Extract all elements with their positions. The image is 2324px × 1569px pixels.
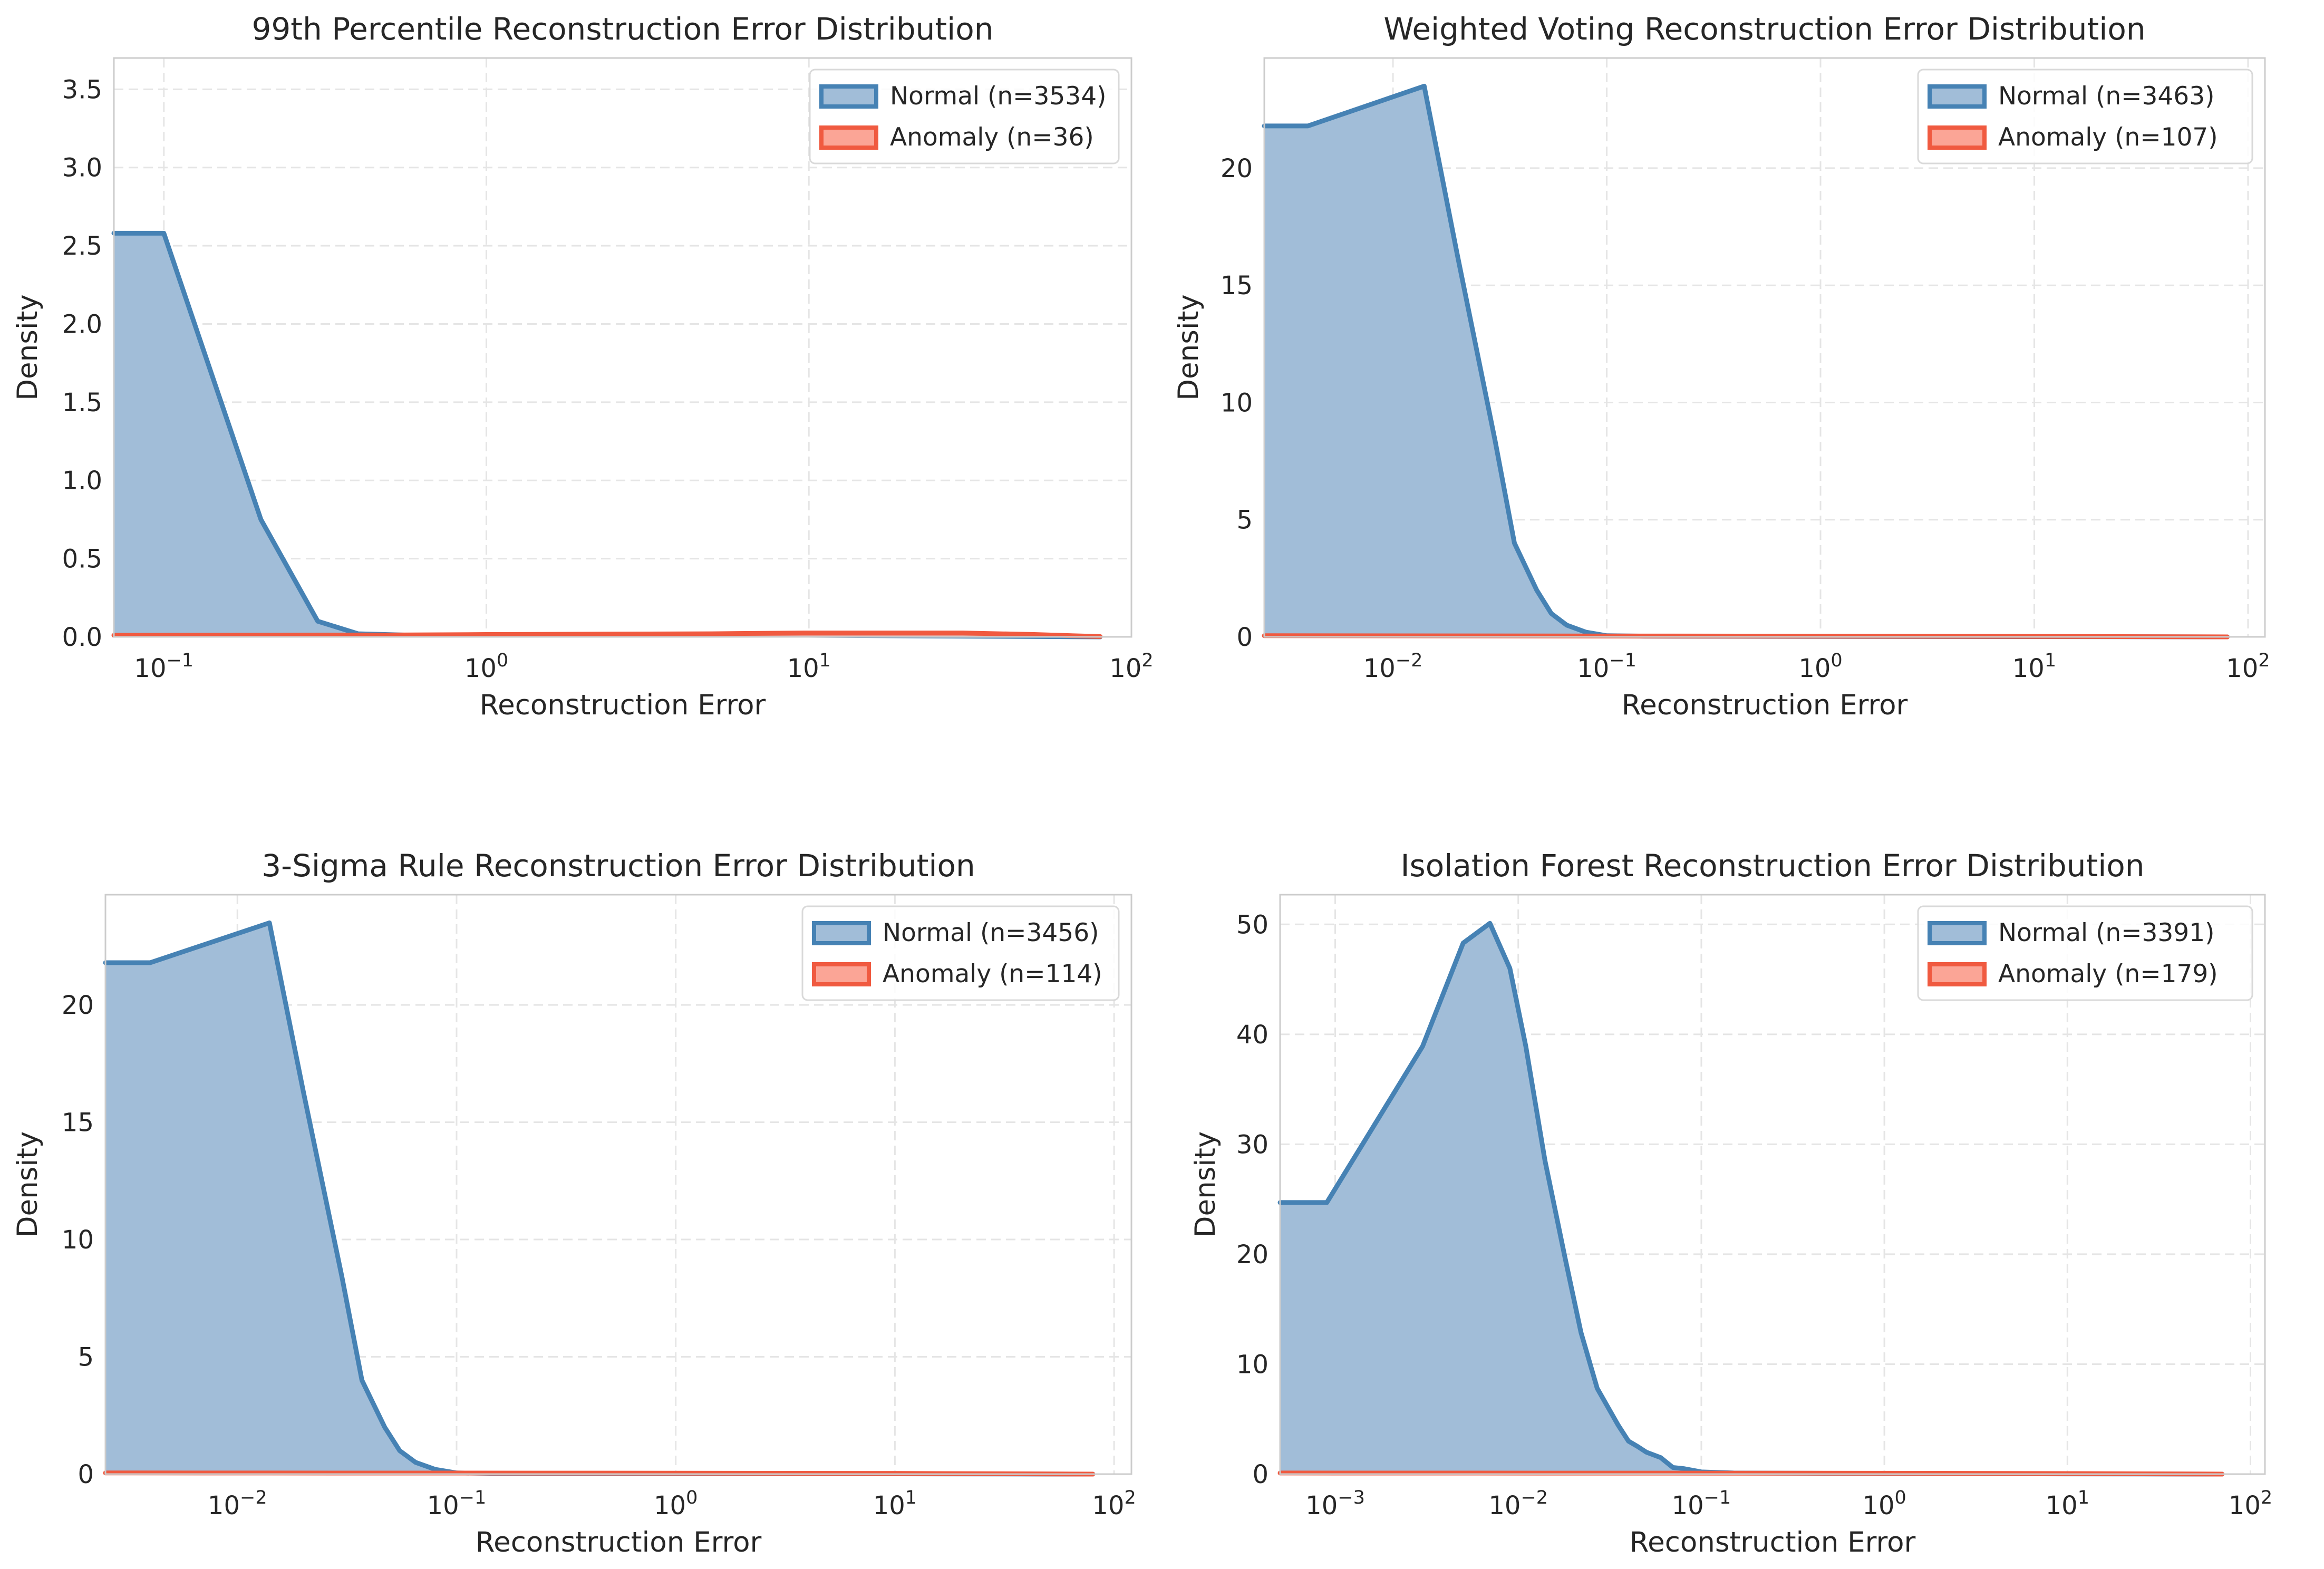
legend-swatch-normal: [1928, 84, 1987, 109]
chart-title: Isolation Forest Reconstruction Error Di…: [1400, 848, 2144, 884]
y-tick-label: 1.0: [62, 466, 102, 496]
chart-panel-3: 10−2 10−1 100 101 102 0 5 10 15 20 3-Sigma Rule Re…: [12, 848, 1136, 1558]
x-tick-label: 10−1: [1577, 650, 1637, 683]
y-axis-label: Density: [1189, 1131, 1222, 1238]
x-axis-label: Reconstruction Error: [1630, 1526, 1916, 1558]
chart-panel-1: 10−1 100 101 102 0.0 0.5 1.0 1.5 2.0 2.5 3.0 3.5 99t…: [12, 11, 1154, 721]
axes-frame: [104, 894, 1132, 1475]
y-tick-label: 0: [1252, 1460, 1268, 1489]
chart-title: Weighted Voting Reconstruction Error Dis…: [1383, 11, 2145, 47]
y-tick-label: 10: [1221, 388, 1253, 418]
legend-label-normal: Normal (n=3463): [1998, 82, 2214, 111]
y-tick-label: 0: [78, 1460, 94, 1489]
legend-label-normal: Normal (n=3534): [890, 82, 1106, 111]
legend-label-normal: Normal (n=3456): [883, 918, 1099, 947]
x-tick-label: 101: [2012, 650, 2056, 683]
axes-frame: [1279, 894, 2266, 1475]
y-tick-label: 50: [1236, 910, 1268, 940]
legend-swatch-anomaly: [819, 125, 878, 150]
y-tick-label: 3.5: [62, 75, 102, 104]
y-tick-label: 5: [1236, 506, 1253, 535]
legend-label-anomaly: Anomaly (n=114): [883, 960, 1102, 989]
y-tick-label: 30: [1236, 1130, 1268, 1159]
chart-title: 99th Percentile Reconstruction Error Dis…: [251, 11, 993, 47]
axes-frame: [1263, 57, 2266, 638]
y-tick-label: 15: [62, 1108, 94, 1138]
normal-density-area: [1280, 923, 2222, 1474]
legend: Normal (n=3456) Anomaly (n=114): [801, 905, 1120, 1001]
x-tick-label: 10−3: [1305, 1487, 1365, 1520]
axes-frame: [113, 57, 1132, 638]
y-tick-label: 5: [78, 1343, 94, 1372]
legend-box: [1917, 905, 2253, 1001]
chart-title: 3-Sigma Rule Reconstruction Error Distri…: [262, 848, 975, 884]
legend-label-anomaly: Anomaly (n=179): [1998, 960, 2218, 989]
y-tick-label: 3.0: [62, 153, 102, 183]
y-tick-label: 15: [1221, 271, 1253, 301]
y-tick-label: 20: [1236, 1240, 1268, 1270]
y-tick-label: 0.5: [62, 545, 102, 574]
legend-swatch-normal: [812, 921, 871, 945]
y-tick-label: 10: [1236, 1350, 1268, 1379]
x-tick-label: 10−1: [1672, 1487, 1731, 1520]
x-tick-label: 102: [2229, 1487, 2272, 1520]
legend-label-anomaly: Anomaly (n=36): [890, 123, 1094, 152]
y-tick-label: 10: [62, 1225, 94, 1255]
normal-density-area: [114, 233, 1100, 637]
x-axis-label: Reconstruction Error: [476, 1526, 762, 1558]
x-tick-label: 102: [1092, 1487, 1136, 1520]
x-tick-label: 101: [873, 1487, 917, 1520]
legend-box: [1917, 69, 2253, 164]
legend-label-anomaly: Anomaly (n=107): [1998, 123, 2218, 152]
x-tick-label: 102: [1109, 650, 1153, 683]
legend-swatch-anomaly: [812, 962, 871, 986]
x-axis-label: Reconstruction Error: [1622, 689, 1908, 721]
x-tick-label: 101: [787, 650, 831, 683]
x-tick-label: 100: [654, 1487, 698, 1520]
x-tick-label: 100: [1798, 650, 1842, 683]
x-tick-label: 102: [2226, 650, 2270, 683]
legend-swatch-anomaly: [1928, 125, 1987, 150]
x-tick-label: 101: [2046, 1487, 2089, 1520]
y-tick-label: 0.0: [62, 623, 102, 652]
legend-swatch-anomaly: [1928, 962, 1987, 986]
y-axis-label: Density: [12, 294, 44, 401]
y-axis-label: Density: [12, 1131, 44, 1238]
legend-swatch-normal: [1928, 921, 1987, 945]
anomaly-density-line: [111, 631, 1103, 639]
chart-panel-2: 10−2 10−1 100 101 102 0 5 10 15 20 Weighted Voting…: [1173, 11, 2270, 721]
y-tick-label: 0: [1236, 623, 1253, 652]
legend: Normal (n=3534) Anomaly (n=36): [809, 69, 1120, 164]
x-tick-label: 10−2: [1488, 1487, 1548, 1520]
legend-swatch-normal: [819, 84, 878, 109]
legend-box: [801, 905, 1120, 1001]
y-tick-label: 40: [1236, 1020, 1268, 1050]
legend: Normal (n=3463) Anomaly (n=107): [1917, 69, 2253, 164]
x-tick-label: 100: [464, 650, 508, 683]
chart-panel-4: 10−3 10−2 10−1 100 101 10201020304050Isolatio…: [1189, 848, 2272, 1558]
legend: Normal (n=3391) Anomaly (n=179): [1917, 905, 2253, 1001]
x-tick-label: 10−2: [1363, 650, 1423, 683]
legend-box: [809, 69, 1120, 164]
y-tick-label: 20: [62, 991, 94, 1020]
x-tick-label: 100: [1862, 1487, 1906, 1520]
y-axis-label: Density: [1173, 294, 1205, 401]
y-tick-label: 1.5: [62, 388, 102, 418]
x-axis-label: Reconstruction Error: [480, 689, 766, 721]
y-tick-label: 2.0: [62, 309, 102, 339]
y-tick-label: 20: [1221, 154, 1253, 183]
x-tick-label: 10−2: [208, 1487, 267, 1520]
x-tick-label: 10−1: [427, 1487, 487, 1520]
y-tick-label: 2.5: [62, 231, 102, 261]
legend-label-normal: Normal (n=3391): [1998, 918, 2214, 947]
x-tick-label: 10−1: [134, 650, 193, 683]
